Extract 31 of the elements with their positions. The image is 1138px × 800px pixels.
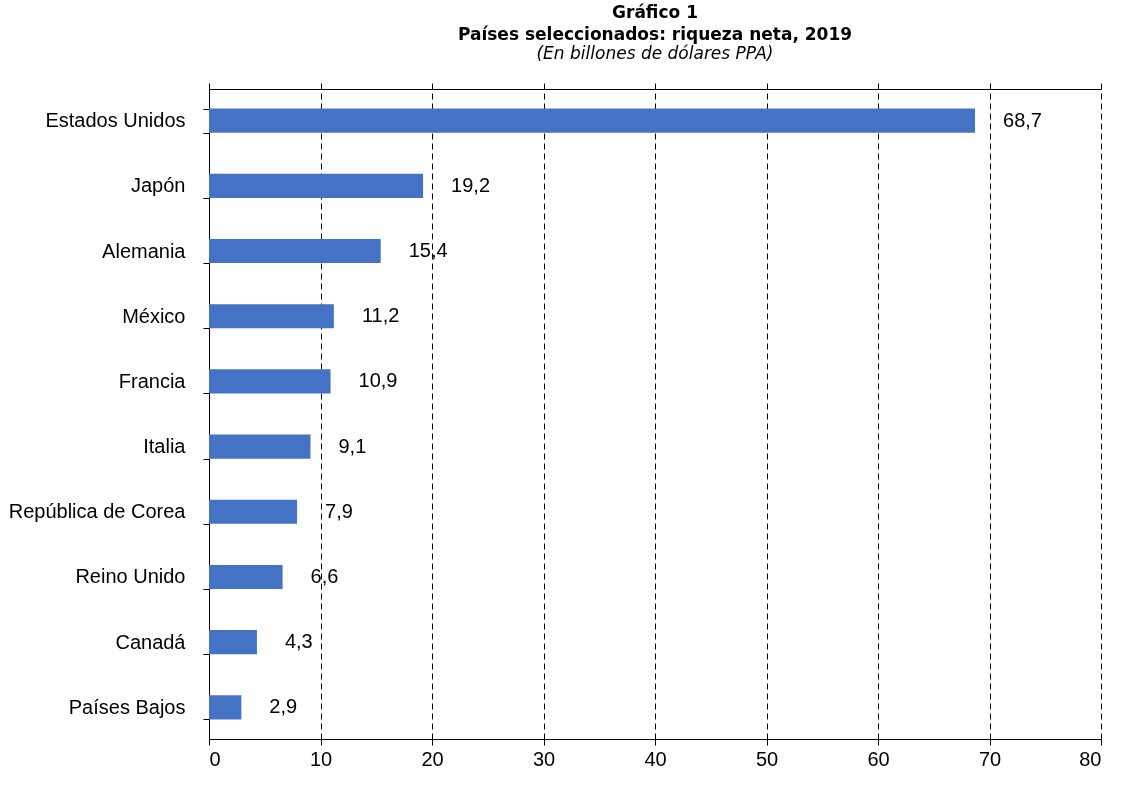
x-tick-label: 40 <box>644 747 667 770</box>
x-tick-label: 80 <box>1079 747 1102 770</box>
data-label: 6,6 <box>310 564 339 587</box>
x-tick-label: 10 <box>309 747 333 770</box>
y-tick-label: República de Corea <box>8 500 187 523</box>
x-tick-label: 0 <box>209 747 221 770</box>
data-label: 2,9 <box>269 695 298 718</box>
x-tick-label: 50 <box>755 747 779 770</box>
y-tick-label: Estados Unidos <box>45 109 186 132</box>
y-tick-label: Canadá <box>115 630 187 653</box>
y-tick-label: Alemania <box>102 239 187 262</box>
x-tick-label: 30 <box>532 747 556 770</box>
y-tick-label: Países Bajos <box>68 695 186 718</box>
y-tick-label: Japón <box>131 174 186 197</box>
data-label: 7,9 <box>325 499 353 522</box>
data-label: 9,1 <box>338 434 367 457</box>
y-tick-label: Francia <box>118 369 187 392</box>
x-tick-label: 60 <box>867 747 890 770</box>
data-label: 10,9 <box>358 369 398 392</box>
y-tick-label: México <box>122 304 186 327</box>
y-tick-label: Italia <box>143 435 187 458</box>
x-tick-label: 70 <box>978 747 1002 770</box>
data-label: 68,7 <box>1003 108 1042 131</box>
data-label: 15,4 <box>408 239 448 262</box>
chart-title: Gráfico 1 Países seleccionados: riqueza neta, 2019 <box>457 2 853 44</box>
data-label: 11,2 <box>361 304 400 327</box>
data-label: 4,3 <box>284 630 313 653</box>
y-tick-label: Reino Unido <box>75 565 186 588</box>
x-tick-label: 20 <box>421 747 444 770</box>
chart-subtitle: (En billones de dólares PPA) <box>536 43 774 63</box>
data-label: 19,2 <box>451 173 491 196</box>
